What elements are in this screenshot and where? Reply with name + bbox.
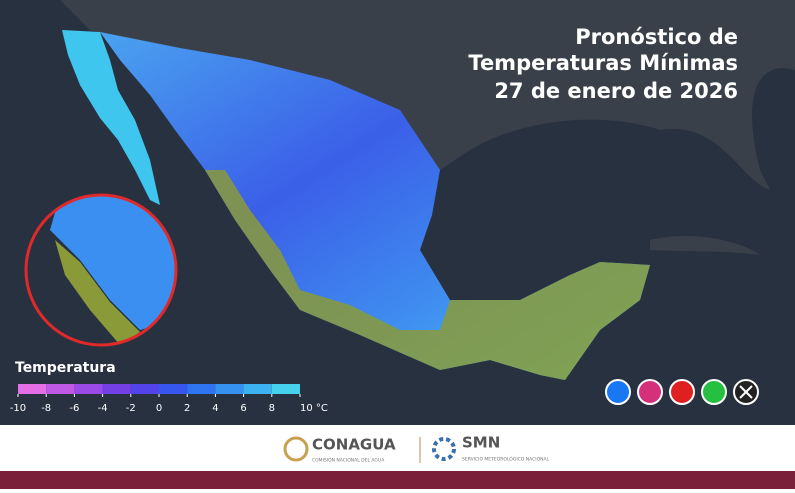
smn-logo [432,437,456,461]
conagua-sub: COMISIÓN NACIONAL DEL AGUA [312,457,385,464]
smn-sub: SERVICIO METEOROLÓGICO NACIONAL [462,456,550,463]
legend-swatch [130,384,159,394]
legend-swatch [243,384,272,394]
conagua-logo [283,436,309,462]
youtube-icon[interactable] [669,379,695,405]
title-line: Temperaturas Mínimas [468,51,738,75]
legend-tick-label: 4 [212,403,218,414]
legend-tick-label: 6 [240,403,246,414]
title-line: Pronóstico de [575,25,738,49]
legend-title: Temperatura [15,360,116,376]
title-line: 27 de enero de 2026 [494,79,738,103]
instagram-icon[interactable] [637,379,663,405]
legend-swatch [215,384,244,394]
inset-circle [24,193,178,347]
legend-swatch [18,384,47,394]
conagua-text: CONAGUA [312,436,396,454]
legend-swatch [271,384,300,394]
legend-swatch [102,384,131,394]
x-glyph [739,385,753,399]
legend-tick-label: 8 [269,403,275,414]
legend-tick-label: -6 [69,403,79,414]
footer-bar [0,471,795,489]
legend-tick-label: -8 [41,403,51,414]
smn-text: SMN [462,434,500,452]
footer [0,425,795,471]
legend-tick-label: 2 [184,403,190,414]
legend: -10 -8 -6 -4 -2 0 2 4 6 8 10 °C [10,384,328,414]
inset-map [26,195,176,345]
usa-land [0,0,795,190]
legend-tick-label: -4 [98,403,108,414]
baja-california [62,30,160,205]
legend-tick-label: -10 [10,403,26,414]
facebook-icon[interactable] [605,379,631,405]
cuba [650,235,760,255]
legend-swatch [74,384,103,394]
social-icons [605,379,759,405]
legend-tick-label: 10 °C [300,403,328,414]
whatsapp-icon[interactable] [701,379,727,405]
legend-swatch [46,384,75,394]
legend-swatch [187,384,216,394]
legend-tick-label: -2 [126,403,136,414]
mexico-mainland [100,32,650,380]
legend-swatch [159,384,188,394]
legend-tick-label: 0 [156,403,162,414]
warm-region [205,170,650,380]
